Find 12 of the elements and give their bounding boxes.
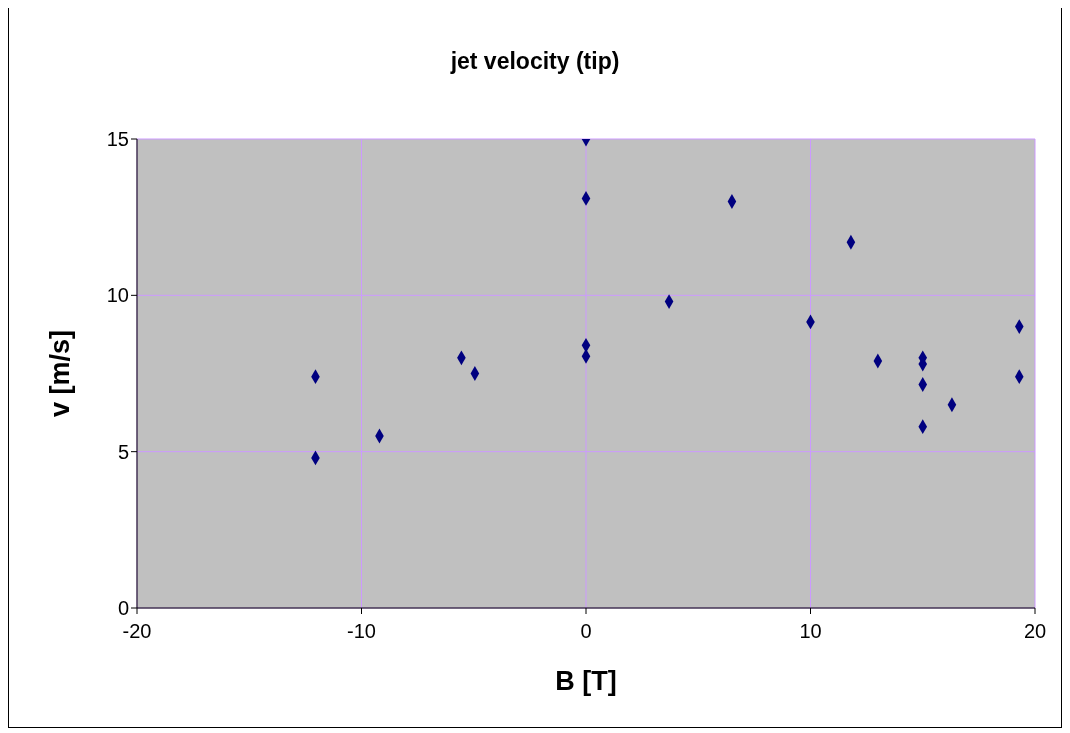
y-tick-label: 5 bbox=[117, 440, 129, 463]
x-tick-label: -20 bbox=[122, 620, 152, 643]
x-axis-title: B [T] bbox=[555, 666, 617, 696]
y-tick-label: 15 bbox=[106, 128, 129, 151]
y-tick-label: 0 bbox=[117, 597, 129, 620]
x-tick-label: 0 bbox=[580, 620, 592, 643]
x-tick-label: 20 bbox=[1023, 620, 1047, 643]
x-tick-label: -10 bbox=[347, 620, 376, 643]
x-tick-label: 10 bbox=[799, 620, 822, 643]
chart-title: jet velocity (tip) bbox=[449, 48, 621, 75]
y-tick-label: 10 bbox=[106, 284, 129, 307]
y-axis-title: v [m/s] bbox=[44, 329, 75, 418]
